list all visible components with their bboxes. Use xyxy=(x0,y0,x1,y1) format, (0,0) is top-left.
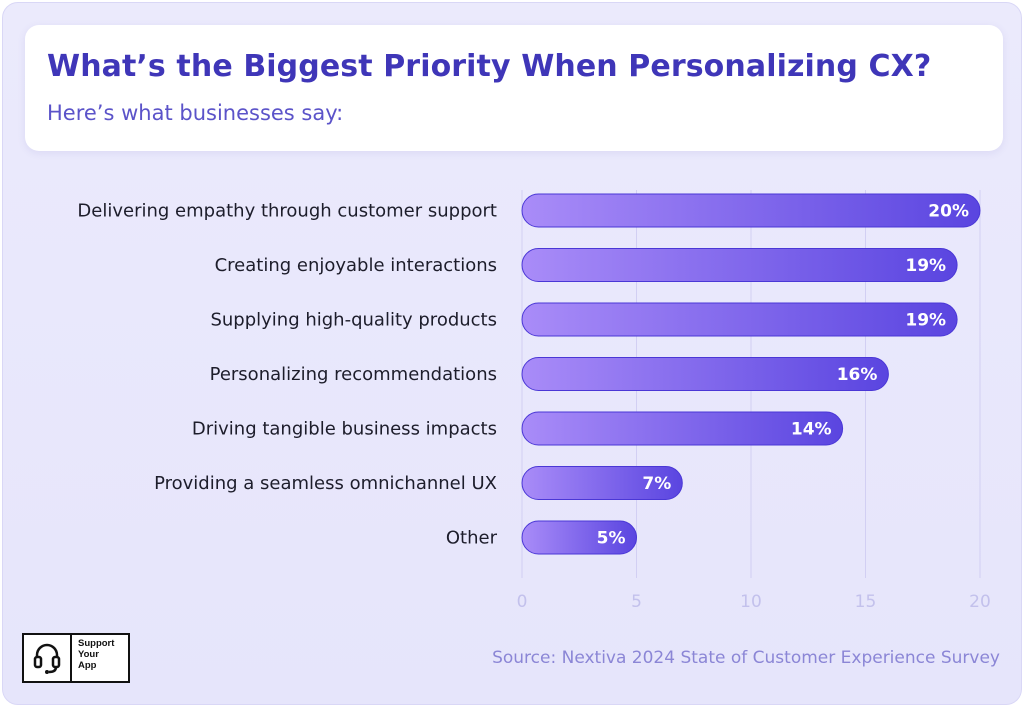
category-label: Supplying high-quality products xyxy=(210,310,497,331)
chart-title: What’s the Biggest Priority When Persona… xyxy=(47,49,932,84)
bar xyxy=(521,466,683,500)
category-labels: Delivering empathy through customer supp… xyxy=(77,201,497,549)
bar-value-label: 20% xyxy=(928,202,969,222)
x-tick-label: 5 xyxy=(631,592,642,612)
bar xyxy=(521,411,844,446)
bar-value-label: 7% xyxy=(642,474,671,494)
x-tick-label: 10 xyxy=(740,592,762,612)
chart-subtitle: Here’s what businesses say: xyxy=(47,101,344,125)
bar-value-label: 19% xyxy=(905,311,946,331)
bar xyxy=(521,357,889,391)
category-label: Delivering empathy through customer supp… xyxy=(77,201,497,222)
category-label: Providing a seamless omnichannel UX xyxy=(154,473,497,494)
x-tick-label: 20 xyxy=(969,592,991,612)
bar xyxy=(521,193,981,228)
bar xyxy=(521,302,958,337)
bar xyxy=(521,520,637,555)
bar xyxy=(521,248,958,282)
bar-value-label: 19% xyxy=(905,256,946,276)
header-card: What’s the Biggest Priority When Persona… xyxy=(25,25,1003,151)
support-your-app-logo: Support Your App xyxy=(22,633,130,683)
bar-value-label: 16% xyxy=(837,365,878,385)
bars: 20% 19% 19% 16% 14% 7% 5% xyxy=(521,193,981,555)
bar-value-label: 14% xyxy=(791,420,832,440)
x-tick-label: 0 xyxy=(517,592,528,612)
category-label: Creating enjoyable interactions xyxy=(215,255,497,276)
x-tick-label: 15 xyxy=(855,592,877,612)
x-axis-ticks: 0 5 10 15 20 xyxy=(517,592,991,612)
category-label: Other xyxy=(446,528,498,549)
source-note: Source: Nextiva 2024 State of Customer E… xyxy=(492,648,1000,668)
bar-value-label: 5% xyxy=(597,529,626,549)
headset-icon xyxy=(24,635,72,681)
category-label: Personalizing recommendations xyxy=(210,364,497,385)
category-label: Driving tangible business impacts xyxy=(192,419,497,440)
logo-text: Support Your App xyxy=(78,638,115,671)
